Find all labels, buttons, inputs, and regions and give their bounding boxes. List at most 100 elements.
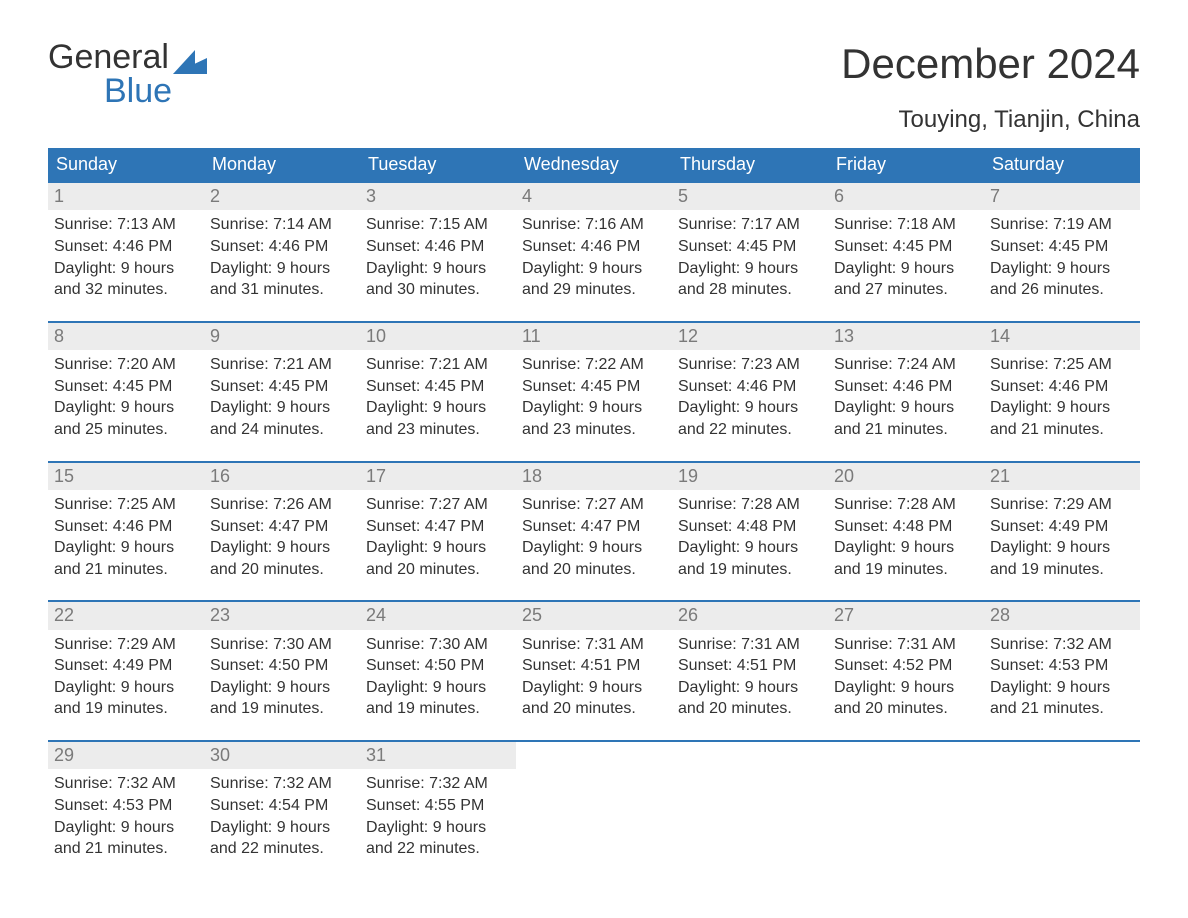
day-sunrise: Sunrise: 7:22 AM bbox=[522, 354, 666, 376]
calendar-week: 29Sunrise: 7:32 AMSunset: 4:53 PMDayligh… bbox=[48, 740, 1140, 866]
day-details: Sunrise: 7:30 AMSunset: 4:50 PMDaylight:… bbox=[360, 630, 516, 726]
day-daylight-line1: Daylight: 9 hours bbox=[522, 258, 666, 280]
day-details: Sunrise: 7:28 AMSunset: 4:48 PMDaylight:… bbox=[828, 490, 984, 586]
day-sunset: Sunset: 4:46 PM bbox=[834, 376, 978, 398]
day-details: Sunrise: 7:28 AMSunset: 4:48 PMDaylight:… bbox=[672, 490, 828, 586]
calendar-day-cell: 24Sunrise: 7:30 AMSunset: 4:50 PMDayligh… bbox=[360, 602, 516, 726]
calendar-day-cell: 17Sunrise: 7:27 AMSunset: 4:47 PMDayligh… bbox=[360, 463, 516, 587]
calendar-day-cell: 28Sunrise: 7:32 AMSunset: 4:53 PMDayligh… bbox=[984, 602, 1140, 726]
day-details: Sunrise: 7:31 AMSunset: 4:51 PMDaylight:… bbox=[672, 630, 828, 726]
day-number: 15 bbox=[48, 463, 204, 490]
day-number: 8 bbox=[48, 323, 204, 350]
day-sunset: Sunset: 4:47 PM bbox=[366, 516, 510, 538]
day-details: Sunrise: 7:27 AMSunset: 4:47 PMDaylight:… bbox=[360, 490, 516, 586]
day-daylight-line2: and 20 minutes. bbox=[834, 698, 978, 720]
day-sunrise: Sunrise: 7:32 AM bbox=[366, 773, 510, 795]
day-details: Sunrise: 7:14 AMSunset: 4:46 PMDaylight:… bbox=[204, 210, 360, 306]
day-daylight-line1: Daylight: 9 hours bbox=[366, 817, 510, 839]
day-number: 27 bbox=[828, 602, 984, 629]
calendar-day-cell: 13Sunrise: 7:24 AMSunset: 4:46 PMDayligh… bbox=[828, 323, 984, 447]
calendar-day-cell: 23Sunrise: 7:30 AMSunset: 4:50 PMDayligh… bbox=[204, 602, 360, 726]
day-sunrise: Sunrise: 7:31 AM bbox=[678, 634, 822, 656]
day-details: Sunrise: 7:25 AMSunset: 4:46 PMDaylight:… bbox=[984, 350, 1140, 446]
day-details: Sunrise: 7:20 AMSunset: 4:45 PMDaylight:… bbox=[48, 350, 204, 446]
day-sunset: Sunset: 4:46 PM bbox=[678, 376, 822, 398]
day-daylight-line2: and 23 minutes. bbox=[366, 419, 510, 441]
day-daylight-line2: and 19 minutes. bbox=[210, 698, 354, 720]
day-sunset: Sunset: 4:51 PM bbox=[522, 655, 666, 677]
calendar-day-cell: 10Sunrise: 7:21 AMSunset: 4:45 PMDayligh… bbox=[360, 323, 516, 447]
day-daylight-line1: Daylight: 9 hours bbox=[834, 258, 978, 280]
day-details: Sunrise: 7:25 AMSunset: 4:46 PMDaylight:… bbox=[48, 490, 204, 586]
day-daylight-line2: and 22 minutes. bbox=[678, 419, 822, 441]
calendar-day-cell: 26Sunrise: 7:31 AMSunset: 4:51 PMDayligh… bbox=[672, 602, 828, 726]
day-sunrise: Sunrise: 7:15 AM bbox=[366, 214, 510, 236]
day-daylight-line2: and 19 minutes. bbox=[366, 698, 510, 720]
day-details: Sunrise: 7:26 AMSunset: 4:47 PMDaylight:… bbox=[204, 490, 360, 586]
calendar-day-cell: 21Sunrise: 7:29 AMSunset: 4:49 PMDayligh… bbox=[984, 463, 1140, 587]
day-sunset: Sunset: 4:46 PM bbox=[366, 236, 510, 258]
day-number: 19 bbox=[672, 463, 828, 490]
day-details: Sunrise: 7:13 AMSunset: 4:46 PMDaylight:… bbox=[48, 210, 204, 306]
calendar-day-cell: 11Sunrise: 7:22 AMSunset: 4:45 PMDayligh… bbox=[516, 323, 672, 447]
day-sunrise: Sunrise: 7:19 AM bbox=[990, 214, 1134, 236]
flag-icon bbox=[173, 50, 207, 74]
day-sunset: Sunset: 4:50 PM bbox=[366, 655, 510, 677]
day-daylight-line1: Daylight: 9 hours bbox=[366, 537, 510, 559]
day-sunset: Sunset: 4:46 PM bbox=[990, 376, 1134, 398]
day-details: Sunrise: 7:21 AMSunset: 4:45 PMDaylight:… bbox=[204, 350, 360, 446]
day-sunrise: Sunrise: 7:27 AM bbox=[522, 494, 666, 516]
day-details: Sunrise: 7:24 AMSunset: 4:46 PMDaylight:… bbox=[828, 350, 984, 446]
day-daylight-line1: Daylight: 9 hours bbox=[678, 397, 822, 419]
day-number: 10 bbox=[360, 323, 516, 350]
calendar-day-cell: 27Sunrise: 7:31 AMSunset: 4:52 PMDayligh… bbox=[828, 602, 984, 726]
day-daylight-line2: and 32 minutes. bbox=[54, 279, 198, 301]
day-sunrise: Sunrise: 7:13 AM bbox=[54, 214, 198, 236]
day-daylight-line1: Daylight: 9 hours bbox=[834, 537, 978, 559]
calendar-day-cell bbox=[984, 742, 1140, 866]
brand-text-general: General bbox=[48, 40, 169, 74]
day-sunset: Sunset: 4:48 PM bbox=[834, 516, 978, 538]
day-number: 14 bbox=[984, 323, 1140, 350]
day-number: 18 bbox=[516, 463, 672, 490]
day-sunrise: Sunrise: 7:28 AM bbox=[678, 494, 822, 516]
day-daylight-line2: and 19 minutes. bbox=[834, 559, 978, 581]
day-sunrise: Sunrise: 7:31 AM bbox=[834, 634, 978, 656]
calendar-day-cell bbox=[516, 742, 672, 866]
weekday-header-row: SundayMondayTuesdayWednesdayThursdayFrid… bbox=[48, 148, 1140, 181]
day-daylight-line1: Daylight: 9 hours bbox=[990, 258, 1134, 280]
day-sunrise: Sunrise: 7:26 AM bbox=[210, 494, 354, 516]
weekday-header: Friday bbox=[828, 148, 984, 181]
day-sunrise: Sunrise: 7:30 AM bbox=[366, 634, 510, 656]
day-details: Sunrise: 7:29 AMSunset: 4:49 PMDaylight:… bbox=[48, 630, 204, 726]
day-daylight-line2: and 27 minutes. bbox=[834, 279, 978, 301]
day-number: 16 bbox=[204, 463, 360, 490]
day-details: Sunrise: 7:27 AMSunset: 4:47 PMDaylight:… bbox=[516, 490, 672, 586]
calendar-day-cell: 22Sunrise: 7:29 AMSunset: 4:49 PMDayligh… bbox=[48, 602, 204, 726]
day-details: Sunrise: 7:22 AMSunset: 4:45 PMDaylight:… bbox=[516, 350, 672, 446]
calendar-day-cell: 4Sunrise: 7:16 AMSunset: 4:46 PMDaylight… bbox=[516, 183, 672, 307]
calendar-day-cell: 9Sunrise: 7:21 AMSunset: 4:45 PMDaylight… bbox=[204, 323, 360, 447]
day-number-empty bbox=[984, 742, 1140, 769]
day-details: Sunrise: 7:23 AMSunset: 4:46 PMDaylight:… bbox=[672, 350, 828, 446]
calendar-week: 1Sunrise: 7:13 AMSunset: 4:46 PMDaylight… bbox=[48, 181, 1140, 307]
day-daylight-line2: and 20 minutes. bbox=[678, 698, 822, 720]
day-details: Sunrise: 7:32 AMSunset: 4:53 PMDaylight:… bbox=[48, 769, 204, 865]
day-sunrise: Sunrise: 7:24 AM bbox=[834, 354, 978, 376]
day-number: 4 bbox=[516, 183, 672, 210]
day-number: 30 bbox=[204, 742, 360, 769]
day-sunrise: Sunrise: 7:28 AM bbox=[834, 494, 978, 516]
day-daylight-line1: Daylight: 9 hours bbox=[210, 397, 354, 419]
day-sunrise: Sunrise: 7:32 AM bbox=[990, 634, 1134, 656]
day-daylight-line1: Daylight: 9 hours bbox=[522, 677, 666, 699]
day-sunrise: Sunrise: 7:25 AM bbox=[990, 354, 1134, 376]
day-daylight-line2: and 19 minutes. bbox=[678, 559, 822, 581]
day-number: 28 bbox=[984, 602, 1140, 629]
day-daylight-line2: and 21 minutes. bbox=[990, 698, 1134, 720]
day-sunrise: Sunrise: 7:32 AM bbox=[54, 773, 198, 795]
day-daylight-line1: Daylight: 9 hours bbox=[990, 677, 1134, 699]
calendar-day-cell bbox=[672, 742, 828, 866]
day-sunrise: Sunrise: 7:21 AM bbox=[366, 354, 510, 376]
day-sunset: Sunset: 4:54 PM bbox=[210, 795, 354, 817]
day-details: Sunrise: 7:18 AMSunset: 4:45 PMDaylight:… bbox=[828, 210, 984, 306]
